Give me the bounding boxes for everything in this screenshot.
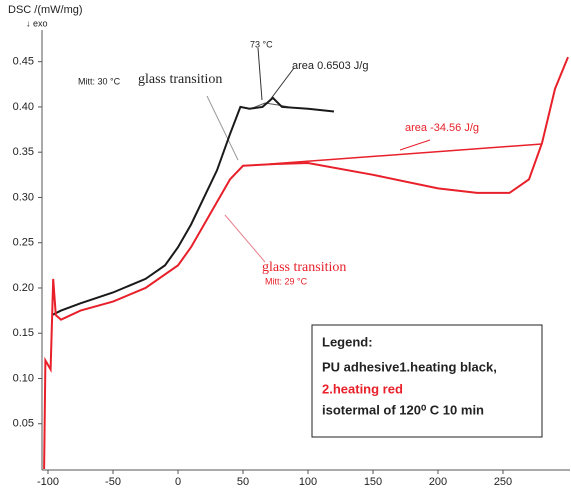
- y-tick-label: 0.40: [13, 101, 34, 113]
- annotation: Mitt: 30 °C: [78, 76, 121, 86]
- x-tick-label: 0: [175, 476, 181, 488]
- y-tick-label: 0.15: [13, 327, 34, 339]
- legend-box: [311, 324, 543, 438]
- leader: [206, 95, 239, 161]
- x-tick-label: 200: [429, 476, 447, 488]
- y-tick-label: 0.10: [13, 372, 34, 384]
- leader: [224, 214, 266, 263]
- x-tick-label: 150: [364, 476, 382, 488]
- series-line: [51, 96, 335, 317]
- x-tick-label: 100: [299, 476, 317, 488]
- y-tick-label: 0.45: [13, 56, 34, 68]
- leader: [399, 139, 431, 151]
- y-tick-label: 0.30: [13, 191, 34, 203]
- annotation: area 0.6503 J/g: [292, 60, 368, 72]
- y-tick-label: 0.35: [13, 146, 34, 158]
- x-tick-label: -100: [37, 476, 59, 488]
- y-tick-label: 0.25: [13, 237, 34, 249]
- annotation: 73 °C: [250, 39, 273, 49]
- leader: [257, 47, 263, 101]
- x-tick-label: -50: [105, 476, 121, 488]
- leader: [269, 67, 295, 101]
- legend-entry: PU adhesive1.heating black,: [322, 359, 497, 374]
- x-tick-label: 250: [494, 476, 512, 488]
- y-axis-label: DSC /(mW/mg): [8, 4, 83, 16]
- legend-entry: 2.heating red: [322, 381, 403, 396]
- area-baseline: [269, 143, 543, 165]
- annotation: glass transition: [262, 260, 346, 275]
- x-tick-label: 50: [237, 476, 249, 488]
- y-axis-label-2: ↓ exo: [26, 18, 48, 28]
- legend-entry: isotermal of 120⁰ C 10 min: [322, 402, 484, 417]
- annotation: area -34.56 J/g: [405, 122, 479, 134]
- legend-title: Legend:: [322, 334, 373, 349]
- series-line: [43, 56, 569, 470]
- y-tick-label: 0.20: [13, 282, 34, 294]
- y-tick-label: 0.05: [13, 418, 34, 430]
- annotation: glass transition: [138, 72, 222, 87]
- annotation: Mitt: 29 °C: [265, 276, 308, 286]
